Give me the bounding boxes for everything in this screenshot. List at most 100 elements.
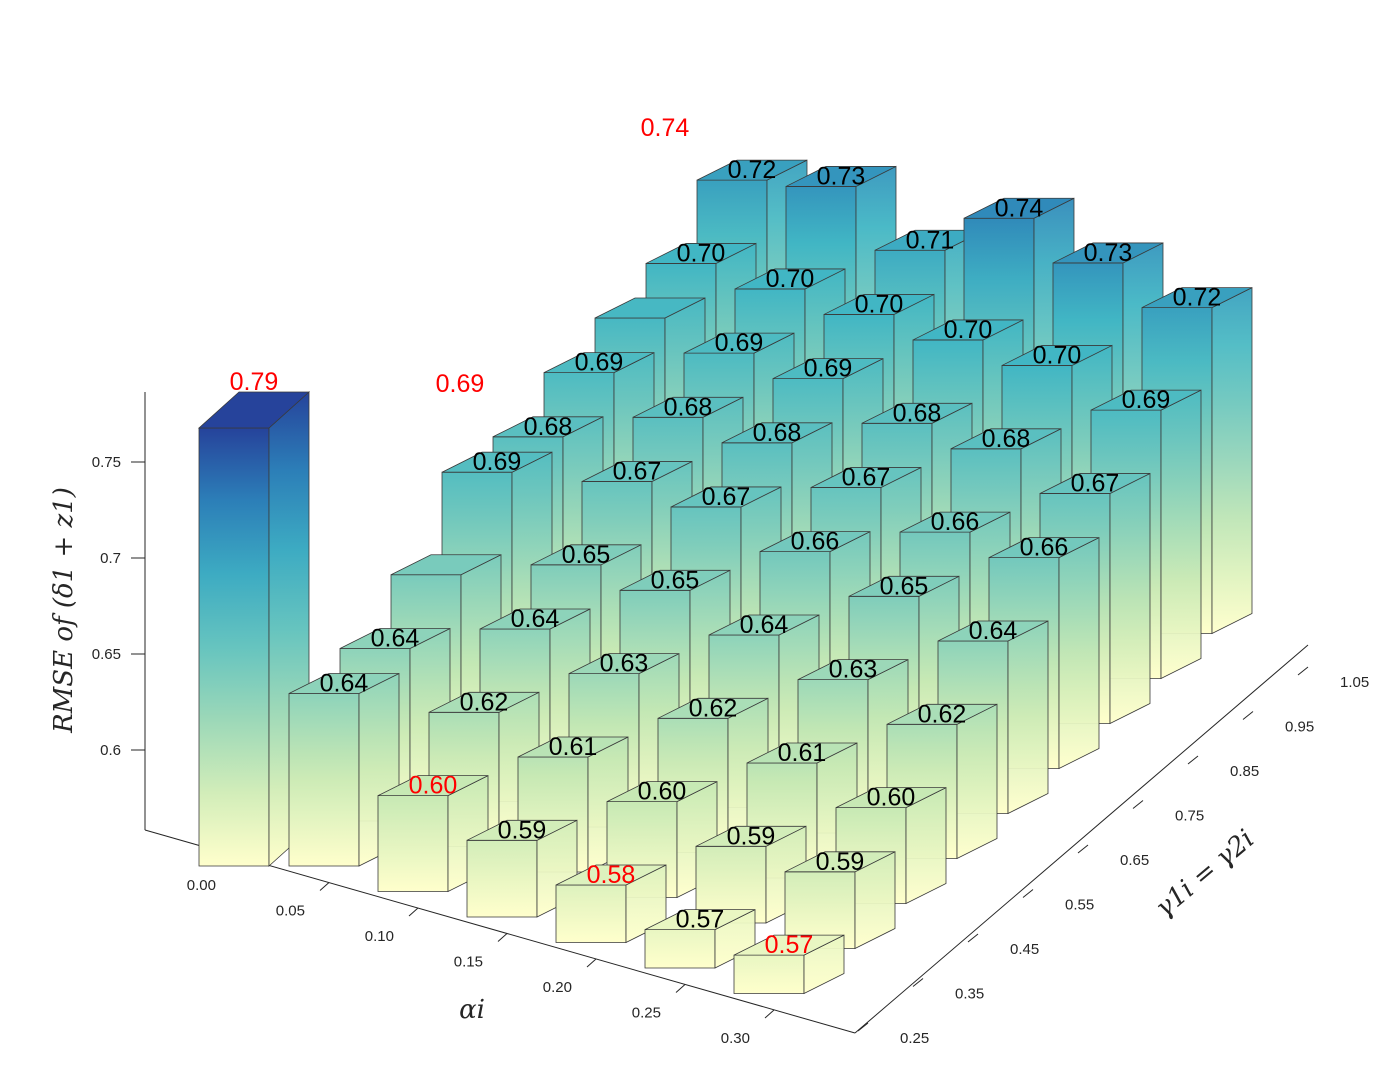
alpha-tick [586, 958, 597, 968]
bar-value-label: 0.67 [613, 457, 662, 485]
bar-top-face [645, 243, 757, 264]
bar-value-label: 0.62 [918, 700, 967, 728]
bar-value-label: 0.64 [969, 617, 1018, 645]
bar-value-label: 0.74 [641, 114, 690, 142]
alpha-tick [497, 933, 508, 942]
bar-top-face [428, 691, 540, 713]
bar-top-face [1090, 389, 1202, 411]
bar-value-label: 0.59 [816, 848, 865, 876]
bar-value-label: 0.72 [1173, 284, 1222, 312]
bar-top-face [555, 864, 667, 886]
bar-value-label: 0.70 [855, 290, 904, 318]
bar-top-face [339, 628, 451, 649]
gamma-tick-label: 0.35 [955, 986, 984, 1003]
bar-value-label: 0.68 [893, 399, 942, 427]
bar-top-face [733, 934, 845, 956]
gamma-tick-label: 0.45 [1010, 941, 1039, 958]
z-tick-label: 0.75 [92, 454, 121, 471]
bar-top-face [288, 673, 400, 694]
bar-front-face [733, 954, 805, 994]
bar-top-face [197, 391, 311, 429]
bar-side-face [1211, 286, 1253, 635]
bar-value-label: 0.70 [1033, 341, 1082, 369]
alpha-tick [319, 882, 330, 891]
bar-value-label: 0.64 [320, 669, 369, 697]
bar-value-label: 0.59 [727, 822, 776, 850]
bar-value-label: 0.61 [549, 733, 598, 761]
bar-top-face [708, 614, 820, 636]
bar-top-face [785, 166, 897, 187]
alpha-tick-label: 0.25 [632, 1005, 661, 1022]
bar-value-label: 0.60 [867, 784, 916, 812]
gamma-tick [1187, 755, 1199, 765]
bar-value-label: 0.63 [600, 650, 649, 678]
bar-front-face [377, 795, 449, 892]
baseline-bar: 0.79 [197, 368, 311, 867]
bar-top-face [696, 159, 808, 181]
bar-top-face [695, 825, 807, 847]
bar-top-face [517, 736, 629, 758]
bar-top-face [492, 416, 604, 438]
bar-value-label: 0.67 [842, 463, 891, 491]
bar-value-label: 0.66 [791, 528, 840, 556]
bar-value-label: 0.74 [995, 194, 1044, 222]
bar-value-label: 0.73 [1084, 239, 1133, 267]
bar-value-label: 0.64 [511, 605, 560, 633]
alpha-tick-label: 0.20 [543, 979, 572, 996]
bar-value-label: 0.66 [931, 508, 980, 536]
bar-top-face [568, 653, 680, 675]
gamma-tick [857, 1022, 869, 1032]
bar-top-face [772, 358, 884, 380]
bar-side-face [1058, 536, 1100, 770]
gamma-axis-title: γ1i = γ2i [1150, 824, 1261, 924]
bar-side-face [1007, 620, 1049, 815]
bar-value-label: 0.71 [906, 226, 955, 254]
bar-top-face [937, 620, 1049, 642]
bar-top-face [734, 268, 846, 290]
bar-value-label: 0.62 [460, 688, 509, 716]
bar-value-label: 0.79 [230, 368, 279, 396]
bar-value-label: 0.73 [817, 162, 866, 190]
bar-value-label: 0.69 [715, 329, 764, 357]
bar-side-face [1109, 472, 1151, 725]
gamma-tick [1297, 666, 1309, 676]
gamma-tick-label: 0.75 [1175, 808, 1204, 825]
gamma-tick-label: 0.85 [1230, 763, 1259, 780]
bar-value-label: 0.69 [436, 370, 485, 398]
bar-top-face [886, 703, 998, 725]
bar-value-label: 0.57 [676, 906, 725, 934]
bar-value-label: 0.70 [944, 316, 993, 344]
alpha-tick-label: 0.15 [454, 954, 483, 971]
bar-value-label: 0.70 [677, 239, 726, 267]
bar-top-face [759, 531, 871, 553]
bar-top-face [848, 575, 960, 597]
gamma-tick-label: 0.95 [1285, 719, 1314, 736]
bar-top-face [912, 319, 1024, 341]
bar-value-label: 0.69 [575, 349, 624, 377]
bar-top-face [1141, 287, 1253, 309]
bar-top-face [899, 511, 1011, 533]
bar-value-label: 0.57 [765, 931, 814, 959]
alpha-axis-title: αi [459, 995, 485, 1025]
bar-value-label: 0.68 [664, 393, 713, 421]
bar-value-label: 0.62 [689, 694, 738, 722]
bar-value-label: 0.66 [1020, 534, 1069, 562]
bar-front-face [644, 929, 716, 969]
bar-top-face [594, 297, 706, 319]
bar-value-label: 0.64 [740, 611, 789, 639]
bar-value-label: 0.67 [1071, 469, 1120, 497]
bar-top-face [963, 197, 1075, 219]
bar-value-label: 0.68 [982, 425, 1031, 453]
bar-top-face [441, 451, 553, 473]
bar-top-face [632, 396, 744, 418]
gamma-tick-label: 0.25 [900, 1030, 929, 1047]
bar-top-face [619, 569, 731, 591]
bar-top-face [1039, 473, 1151, 494]
bar-top-face [988, 537, 1100, 559]
gamma-tick [1077, 844, 1089, 854]
bar-top-face [950, 428, 1062, 450]
bar-front-face [288, 693, 360, 867]
bar-top-face [861, 402, 973, 424]
